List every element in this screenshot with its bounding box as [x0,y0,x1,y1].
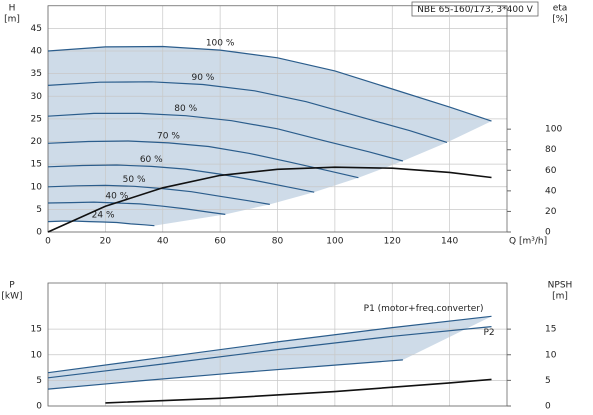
y2-tick-label: 20 [545,207,557,217]
curve [47,45,492,122]
y-tick-label: 40 [31,47,43,57]
y-tick-label: 25 [31,114,42,124]
operating-area [48,46,492,226]
x-tick-label: 20 [100,237,112,247]
y2-axis-label: [%] [552,14,568,24]
curve-label: 24 % [92,211,115,221]
y-tick-label: 15 [31,325,42,335]
plot-frame [47,5,508,233]
power-area [48,316,492,390]
y2-axis-label: [m] [552,292,568,302]
chart-title: NBE 65-160/173, 3*400 V [417,5,534,15]
curve [47,220,155,227]
plot-frame [47,282,508,407]
y-tick-label: 30 [31,92,43,102]
y-axis-label: [m] [4,14,20,24]
y-tick-label: 45 [31,24,42,34]
curve-label: 70 % [157,131,180,141]
curve [105,378,492,404]
curve [47,164,315,193]
curve [47,359,403,390]
curve-label: 100 % [206,39,235,49]
y-axis-label: [kW] [1,292,22,302]
curve [47,112,404,162]
curve [47,201,226,215]
y-tick-label: 10 [31,350,43,360]
y-tick-label: 35 [31,69,42,79]
y-tick-label: 0 [36,228,42,238]
y-tick-label: 5 [36,205,42,215]
y-tick-label: 0 [36,402,42,412]
x-tick-label: 140 [441,237,458,247]
y2-axis-label: NPSH [548,281,573,291]
y-tick-label: 10 [31,182,43,192]
curve-label: 80 % [174,104,197,114]
y-axis-label: P [9,281,15,291]
y2-tick-label: 40 [545,186,557,196]
curve [47,166,492,233]
curve [47,326,492,379]
curve-label: 40 % [105,192,128,202]
y2-tick-label: 60 [545,166,557,176]
x-tick-label: 60 [214,237,226,247]
x-axis-label: Q [m³/h] [509,237,547,247]
y2-tick-label: 5 [545,376,551,386]
curve-label: 60 % [140,155,163,165]
y2-axis-label: eta [553,3,568,13]
y-tick-label: 15 [31,160,42,170]
x-tick-label: 100 [326,237,343,247]
y2-tick-label: 15 [545,325,556,335]
curve-label: 50 % [123,175,146,185]
y2-tick-label: 10 [545,350,557,360]
curve-label: P1 (motor+freq.converter) [364,304,484,314]
curve [47,81,448,143]
y-axis-label: H [9,3,16,13]
x-tick-label: 120 [384,237,401,247]
y-tick-label: 5 [36,376,42,386]
y2-tick-label: 100 [545,125,562,135]
curve-label: P2 [484,328,495,338]
y2-tick-label: 80 [545,145,557,155]
y2-tick-label: 0 [545,402,551,412]
x-tick-label: 40 [157,237,169,247]
curve [47,315,492,374]
y2-tick-label: 0 [545,228,551,238]
x-tick-label: 80 [272,237,284,247]
x-tick-label: 0 [45,237,51,247]
y-tick-label: 20 [31,137,43,147]
curve-label: 90 % [191,73,214,83]
